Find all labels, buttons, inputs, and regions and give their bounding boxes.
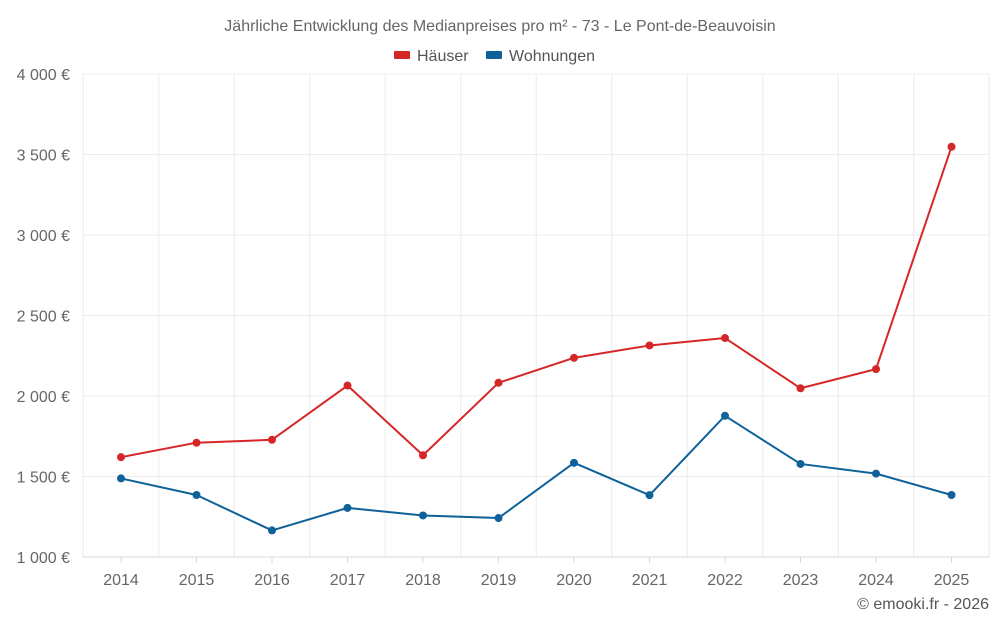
y-tick-label: 2 500 € (17, 309, 70, 326)
data-point-wohnungen[interactable] (721, 411, 729, 420)
series-line-wohnungen (120, 414, 953, 532)
x-tick-label: 2025 (934, 572, 970, 589)
data-point-wohnungen[interactable] (570, 458, 578, 467)
legend-swatch-wohnungen (486, 51, 502, 59)
data-point-haeuser[interactable] (570, 353, 578, 362)
y-tick-label: 2 000 € (17, 389, 70, 406)
y-tick-label: 4 000 € (17, 67, 70, 84)
x-tick-label: 2017 (330, 572, 366, 589)
grid (82, 73, 990, 557)
legend-label-wohnungen: Wohnungen (509, 48, 595, 65)
data-point-haeuser[interactable] (947, 142, 956, 151)
x-tick-label: 2022 (707, 572, 743, 589)
series-line-haeuser (120, 145, 953, 459)
y-tick-label: 3 500 € (17, 148, 70, 165)
series (117, 142, 956, 535)
x-tick-label: 2016 (254, 572, 290, 589)
chart-title: Jährliche Entwicklung des Medianpreises … (224, 18, 775, 35)
series-wohnungen (117, 411, 956, 535)
data-point-haeuser[interactable] (796, 384, 805, 393)
x-tick-label: 2019 (481, 572, 517, 589)
credit-text: © emooki.fr - 2026 (857, 596, 989, 613)
data-point-wohnungen[interactable] (419, 511, 427, 520)
x-tick-label: 2018 (405, 572, 441, 589)
series-haeuser (117, 142, 956, 462)
x-tick-label: 2015 (179, 572, 215, 589)
axes: 4 000 € 3 500 € 3 000 € 2 500 € 2 000 € 1 500… (17, 67, 989, 589)
data-point-haeuser[interactable] (117, 453, 125, 462)
data-point-haeuser[interactable] (192, 438, 201, 447)
data-point-wohnungen[interactable] (117, 474, 125, 483)
x-tick-label: 2020 (556, 572, 592, 589)
legend-swatch-haeuser (394, 51, 410, 59)
data-point-wohnungen[interactable] (645, 491, 654, 500)
data-point-haeuser[interactable] (645, 341, 654, 350)
data-point-wohnungen[interactable] (343, 503, 352, 512)
y-tick-label: 1 500 € (17, 470, 70, 487)
data-point-wohnungen[interactable] (872, 469, 880, 478)
data-point-haeuser[interactable] (872, 365, 880, 374)
data-point-wohnungen[interactable] (947, 491, 956, 500)
data-point-wohnungen[interactable] (796, 459, 805, 468)
data-point-haeuser[interactable] (494, 378, 503, 387)
data-point-haeuser[interactable] (343, 381, 352, 390)
data-point-wohnungen[interactable] (494, 514, 503, 523)
data-point-haeuser[interactable] (419, 451, 427, 460)
data-point-haeuser[interactable] (268, 435, 276, 444)
x-tick-label: 2014 (103, 572, 139, 589)
x-tick-label: 2021 (632, 572, 668, 589)
x-tick-label: 2023 (783, 572, 819, 589)
legend: Häuser Wohnungen (394, 48, 595, 65)
legend-item-haeuser[interactable]: Häuser (394, 48, 469, 65)
y-tick-label: 1 000 € (17, 550, 70, 567)
data-point-wohnungen[interactable] (192, 491, 201, 500)
y-tick-label: 3 000 € (17, 228, 70, 245)
data-point-wohnungen[interactable] (268, 526, 276, 535)
data-point-haeuser[interactable] (721, 334, 729, 343)
legend-item-wohnungen[interactable]: Wohnungen (486, 48, 595, 65)
x-tick-label: 2024 (858, 572, 894, 589)
legend-label-haeuser: Häuser (417, 48, 469, 65)
